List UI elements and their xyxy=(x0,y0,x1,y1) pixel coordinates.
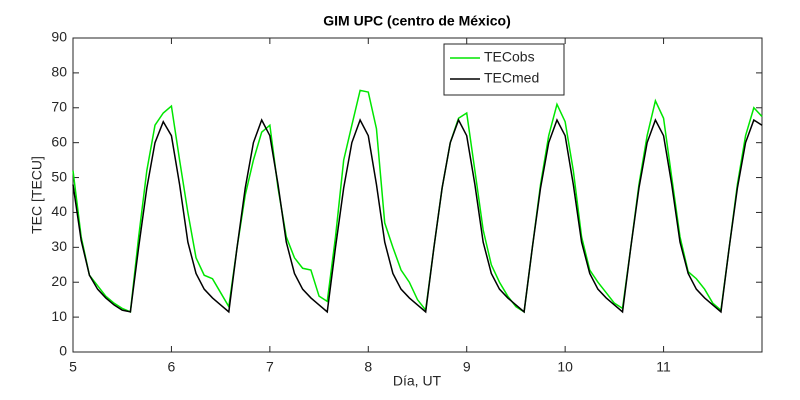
legend-box xyxy=(443,43,565,96)
y-axis-label: TEC [TECU] xyxy=(29,156,45,234)
y-tick-label: 80 xyxy=(51,64,67,80)
data-line xyxy=(72,89,763,314)
y-tick-label: 90 xyxy=(51,29,67,45)
chart-title: GIM UPC (centro de México) xyxy=(323,13,510,29)
x-tick-label: 8 xyxy=(364,359,372,375)
y-tick-label: 0 xyxy=(59,343,67,359)
x-tick-label: 6 xyxy=(168,359,176,375)
legend-label: TECobs xyxy=(484,49,535,65)
y-tick-label: 40 xyxy=(51,203,67,219)
y-tick-label: 60 xyxy=(51,133,67,149)
x-tick-label: 5 xyxy=(69,359,77,375)
x-tick-label: 7 xyxy=(266,359,274,375)
x-tick-label: 10 xyxy=(557,359,573,375)
legend-label: TECmed xyxy=(484,70,539,86)
x-tick-label: 9 xyxy=(463,359,471,375)
x-axis-label: Día, UT xyxy=(393,373,442,389)
x-tick-label: 11 xyxy=(656,359,671,375)
data-line xyxy=(72,118,763,314)
y-tick-label: 50 xyxy=(51,168,67,184)
y-tick-label: 30 xyxy=(51,238,67,254)
y-tick-label: 70 xyxy=(51,98,67,114)
y-tick-label: 10 xyxy=(51,308,67,324)
y-tick-label: 20 xyxy=(51,273,67,289)
